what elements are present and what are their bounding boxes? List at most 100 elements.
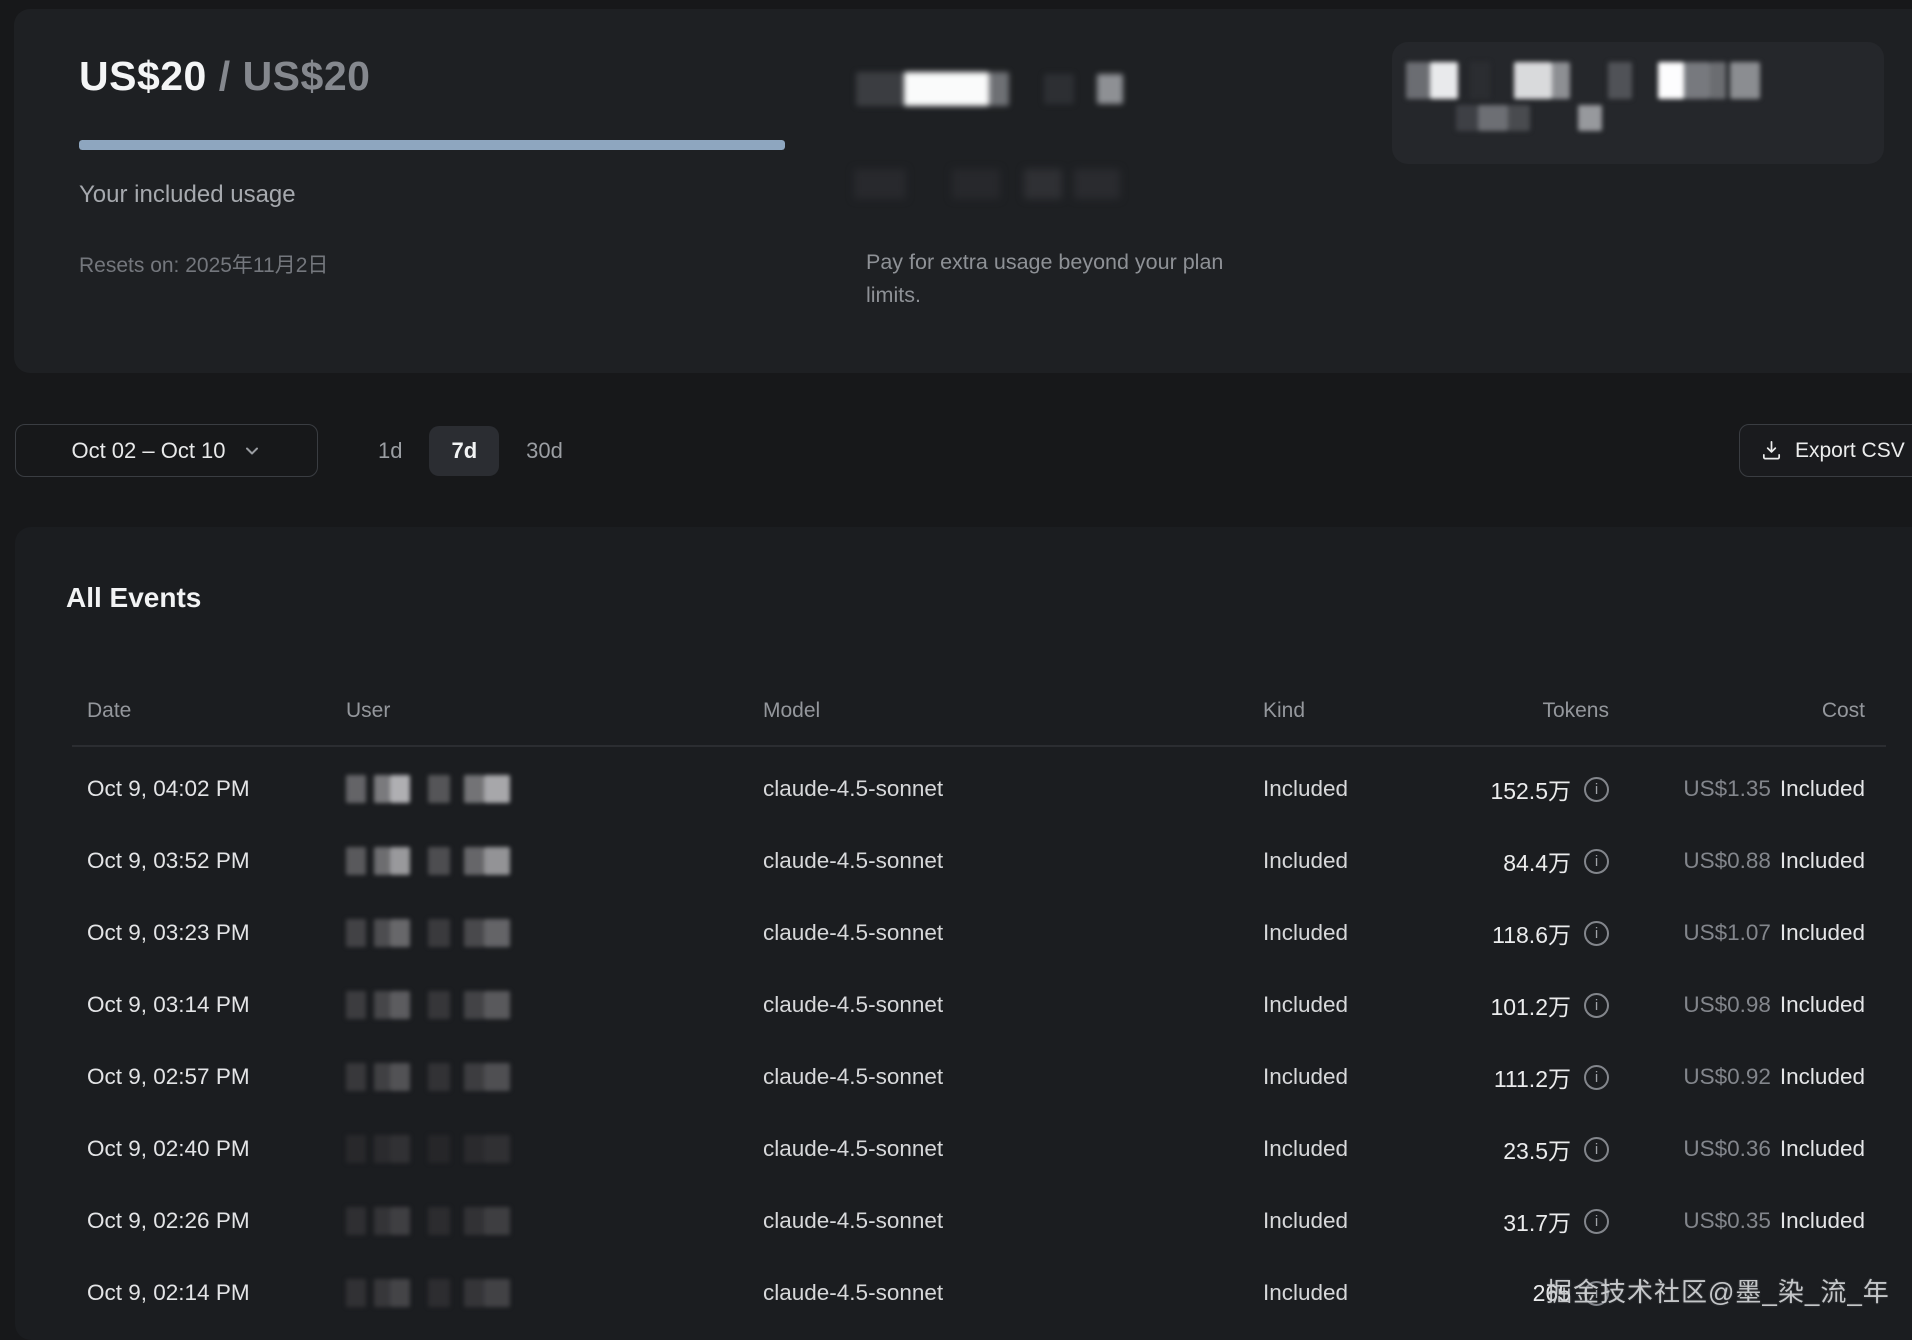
info-icon[interactable]: i	[1584, 920, 1609, 946]
column-header-model: Model	[763, 699, 821, 722]
cell-user-redacted	[346, 753, 546, 825]
cell-date: Oct 9, 02:40 PM	[87, 1136, 250, 1161]
cell-user-redacted	[346, 1185, 546, 1257]
date-range-label: Oct 02 – Oct 10	[71, 437, 226, 463]
cell-tokens: 118.6万 i	[1395, 897, 1609, 969]
info-icon[interactable]: i	[1584, 848, 1609, 874]
cell-user-redacted	[346, 1257, 546, 1329]
cell-date: Oct 9, 04:02 PM	[87, 776, 250, 801]
tokens-value: 101.2万	[1490, 994, 1571, 1020]
info-icon[interactable]: i	[1584, 992, 1609, 1018]
usage-headline: US$20 / US$20	[79, 53, 370, 100]
cell-model: claude-4.5-sonnet	[763, 992, 944, 1017]
info-icon[interactable]: i	[1584, 776, 1609, 802]
info-icon[interactable]: i	[1584, 1280, 1609, 1306]
cost-amount: US$0.35	[1683, 1208, 1771, 1233]
cost-amount: US$1.35	[1683, 776, 1771, 801]
usage-amount-limit: US$20	[242, 53, 371, 99]
cell-model: claude-4.5-sonnet	[763, 1064, 944, 1089]
range-button-30d[interactable]: 30d	[508, 426, 581, 476]
info-icon[interactable]: i	[1584, 1064, 1609, 1090]
cost-kind: Included	[1779, 1208, 1865, 1233]
cell-kind: Included	[1263, 992, 1349, 1017]
cell-model: claude-4.5-sonnet	[763, 1280, 944, 1305]
all-events-panel: All Events Date User Model Kind Tokens C…	[15, 527, 1912, 1340]
cost-kind: Included	[1779, 1064, 1865, 1089]
info-icon[interactable]: i	[1584, 1136, 1609, 1162]
column-header-cost: Cost	[1821, 699, 1865, 722]
cell-user-redacted	[346, 825, 546, 897]
cell-cost: US$0.35 Included	[1635, 1185, 1865, 1257]
cost-kind: Included	[1779, 992, 1865, 1017]
cell-tokens: 84.4万 i	[1395, 825, 1609, 897]
cell-model: claude-4.5-sonnet	[763, 920, 944, 945]
column-header-tokens: Tokens	[1542, 699, 1609, 722]
download-icon	[1760, 439, 1783, 462]
cell-model: claude-4.5-sonnet	[763, 1136, 944, 1161]
cell-cost: US$0.98 Included	[1635, 969, 1865, 1041]
cell-kind: Included	[1263, 848, 1349, 873]
cell-cost: US$0.36 Included	[1635, 1113, 1865, 1185]
cell-date: Oct 9, 02:57 PM	[87, 1064, 250, 1089]
cell-kind: Included	[1263, 1208, 1349, 1233]
range-button-1d[interactable]: 1d	[360, 426, 420, 476]
usage-amount-used: US$20	[79, 53, 207, 99]
events-title: All Events	[66, 582, 202, 613]
table-controls: Oct 02 – Oct 10 1d 7d 30d	[15, 424, 581, 477]
cell-cost: US$1.35 Included	[1635, 753, 1865, 825]
tokens-value: 111.2万	[1493, 1066, 1571, 1092]
extra-usage-description-line1: Pay for extra usage beyond your plan	[866, 250, 1224, 274]
usage-progress-bar	[79, 140, 785, 150]
extra-usage-description: Pay for extra usage beyond your plan lim…	[866, 246, 1306, 312]
usage-separator: /	[218, 53, 243, 99]
redacted-card-line2	[1456, 105, 1602, 131]
cell-tokens: 31.7万 i	[1395, 1185, 1609, 1257]
cell-user-redacted	[346, 1041, 546, 1113]
cell-kind: Included	[1263, 920, 1349, 945]
table-row: Oct 9, 02:26 PM claude-4.5-sonnet Includ…	[15, 1185, 1912, 1257]
usage-progress-fill	[79, 140, 785, 150]
table-row: Oct 9, 03:52 PM claude-4.5-sonnet Includ…	[15, 825, 1912, 897]
info-icon[interactable]: i	[1584, 1208, 1609, 1234]
range-toggle-group: 1d 7d 30d	[360, 424, 581, 477]
cell-date: Oct 9, 03:52 PM	[87, 848, 250, 873]
cell-user-redacted	[346, 969, 546, 1041]
tokens-value: 23.5万	[1503, 1138, 1571, 1164]
cell-user-redacted	[346, 1113, 546, 1185]
cost-kind: Included	[1779, 1136, 1865, 1161]
table-row: Oct 9, 02:57 PM claude-4.5-sonnet Includ…	[15, 1041, 1912, 1113]
cost-amount: US$0.88	[1683, 848, 1771, 873]
export-csv-label: Export CSV	[1795, 438, 1905, 462]
table-row: Oct 9, 02:14 PM claude-4.5-sonnet Includ…	[15, 1257, 1912, 1329]
cell-tokens: 101.2万 i	[1395, 969, 1609, 1041]
cost-amount: US$0.92	[1683, 1064, 1771, 1089]
cell-kind: Included	[1263, 776, 1349, 801]
column-header-user: User	[346, 699, 391, 722]
date-range-select[interactable]: Oct 02 – Oct 10	[15, 424, 318, 477]
usage-reset-date: Resets on: 2025年11月2日	[79, 254, 329, 277]
cost-amount: US$1.07	[1683, 920, 1771, 945]
column-header-kind: Kind	[1263, 699, 1306, 722]
tokens-value: 118.6万	[1492, 922, 1571, 948]
tokens-value: 84.4万	[1503, 850, 1571, 876]
redacted-extra-usage-value	[854, 169, 1120, 199]
cell-tokens: 111.2万 i	[1395, 1041, 1609, 1113]
table-row: Oct 9, 03:14 PM claude-4.5-sonnet Includ…	[15, 969, 1912, 1041]
cost-amount: US$0.36	[1683, 1136, 1771, 1161]
cell-kind: Included	[1263, 1280, 1349, 1305]
redacted-extra-usage-title	[856, 72, 1123, 106]
export-csv-button[interactable]: Export CSV	[1739, 424, 1912, 477]
redacted-side-card	[1392, 42, 1884, 164]
tokens-value: 265	[1532, 1279, 1571, 1306]
cell-kind: Included	[1263, 1064, 1349, 1089]
cell-tokens: 265 i	[1395, 1257, 1609, 1329]
cell-date: Oct 9, 02:14 PM	[87, 1280, 250, 1305]
usage-subtitle: Your included usage	[79, 181, 296, 208]
table-header-divider	[72, 745, 1886, 747]
range-button-7d[interactable]: 7d	[429, 425, 500, 476]
cell-date: Oct 9, 03:14 PM	[87, 992, 250, 1017]
usage-summary-panel: US$20 / US$20 Your included usage Resets…	[14, 9, 1912, 373]
cell-cost: US$0.92 Included	[1635, 1041, 1865, 1113]
cell-user-redacted	[346, 897, 546, 969]
cell-kind: Included	[1263, 1136, 1349, 1161]
